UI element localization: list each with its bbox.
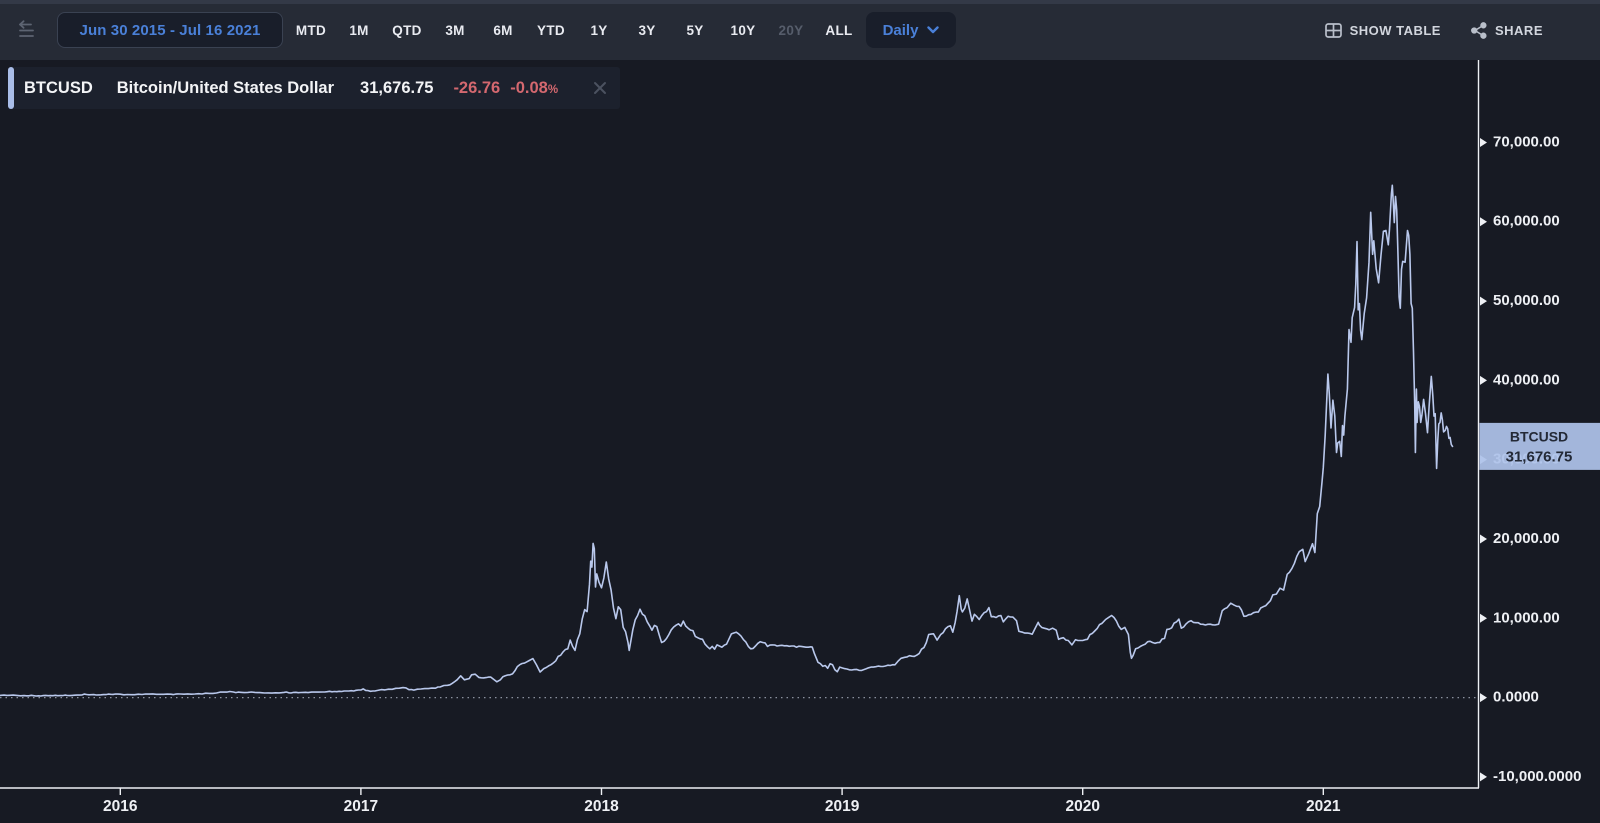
- period-button-3m[interactable]: 3M: [445, 22, 465, 38]
- show-table-label: SHOW TABLE: [1349, 22, 1441, 38]
- period-button-20y: 20Y: [778, 22, 804, 38]
- share-button[interactable]: SHARE: [1471, 21, 1543, 39]
- date-range-button[interactable]: Jun 30 2015 - Jul 16 2021: [57, 12, 283, 48]
- y-axis-label: 70,000.00: [1493, 133, 1560, 150]
- x-axis: 2016 2017 2018 2019 2020 2021: [103, 788, 1341, 815]
- x-axis-label: 2016: [103, 798, 138, 815]
- period-button-qtd[interactable]: QTD: [392, 22, 422, 38]
- x-axis-label: 2017: [344, 798, 378, 815]
- x-axis-label: 2021: [1306, 798, 1341, 815]
- y-tick-arrow: [1480, 772, 1487, 782]
- y-axis-label: -10,000.0000: [1493, 768, 1581, 785]
- period-button-ytd[interactable]: YTD: [537, 22, 565, 38]
- period-button-10y[interactable]: 10Y: [730, 22, 756, 38]
- security-legend-row[interactable]: BTCUSD Bitcoin/United States Dollar 31,6…: [8, 67, 620, 109]
- ticker-symbol: BTCUSD: [24, 78, 93, 97]
- y-axis-label: 50,000.00: [1493, 292, 1560, 309]
- x-axis-label: 2020: [1065, 798, 1099, 815]
- close-icon: [594, 82, 606, 94]
- collapse-panel-icon: [19, 20, 34, 37]
- last-price: 31,676.75: [360, 78, 434, 97]
- chart-toolbar: Jun 30 2015 - Jul 16 2021 MTD 1M QTD 3M 6M YT…: [0, 0, 1600, 60]
- y-tick-arrow: [1480, 375, 1487, 385]
- chevron-down-icon: [927, 26, 940, 34]
- plot-area[interactable]: [0, 60, 1478, 788]
- price-line-series: [0, 184, 1454, 697]
- y-tick-arrow: [1480, 137, 1487, 147]
- last-price-box: [1479, 422, 1600, 470]
- share-icon: [1471, 21, 1487, 39]
- last-price-axis-label: BTCUSD 31,676.75: [1479, 422, 1600, 470]
- toolbar-right-group: SHOW TABLE SHARE: [1324, 0, 1543, 60]
- show-table-button[interactable]: SHOW TABLE: [1324, 22, 1441, 38]
- y-tick-arrow: [1480, 534, 1487, 544]
- frequency-value: Daily: [882, 21, 919, 39]
- y-axis-label: 0.0000: [1493, 689, 1539, 706]
- remove-series-button[interactable]: [592, 80, 608, 96]
- security-name: Bitcoin/United States Dollar: [116, 78, 335, 97]
- window-top-edge: [0, 0, 1600, 4]
- period-button-1y[interactable]: 1Y: [590, 22, 608, 38]
- y-tick-arrow: [1480, 296, 1487, 306]
- price-change-percent: -0.08%: [510, 78, 559, 97]
- period-button-6m[interactable]: 6M: [493, 22, 513, 38]
- period-button-5y[interactable]: 5Y: [686, 22, 704, 38]
- x-axis-label: 2019: [825, 798, 860, 815]
- period-button-mtd[interactable]: MTD: [295, 22, 327, 38]
- y-axis-label: 60,000.00: [1493, 213, 1560, 230]
- collapse-panel-button[interactable]: [10, 14, 44, 46]
- price-change: -26.76: [453, 78, 501, 97]
- table-icon: [1324, 22, 1342, 38]
- y-tick-arrow: [1480, 613, 1487, 623]
- period-button-3y[interactable]: 3Y: [638, 22, 656, 38]
- last-price-ticker: BTCUSD: [1510, 428, 1568, 444]
- y-tick-arrow: [1480, 217, 1487, 227]
- y-tick-arrow: [1480, 693, 1487, 703]
- period-button-all[interactable]: ALL: [825, 22, 853, 38]
- y-axis-label: 40,000.00: [1493, 371, 1560, 388]
- y-axis-label: 10,000.00: [1493, 609, 1560, 626]
- y-axis: 70,000.0060,000.0050,000.0040,000.0030,0…: [1480, 133, 1581, 785]
- period-selector: MTD 1M QTD 3M 6M YTD 1Y 3Y 5Y 10Y 20Y ALL: [287, 0, 863, 60]
- last-price-value: 31,676.75: [1506, 448, 1573, 465]
- series-color-bar: [8, 67, 14, 109]
- y-axis-label: 20,000.00: [1493, 530, 1560, 547]
- share-label: SHARE: [1494, 22, 1543, 38]
- x-axis-label: 2018: [584, 798, 619, 815]
- frequency-dropdown[interactable]: Daily: [866, 12, 956, 48]
- period-button-1m[interactable]: 1M: [349, 22, 369, 38]
